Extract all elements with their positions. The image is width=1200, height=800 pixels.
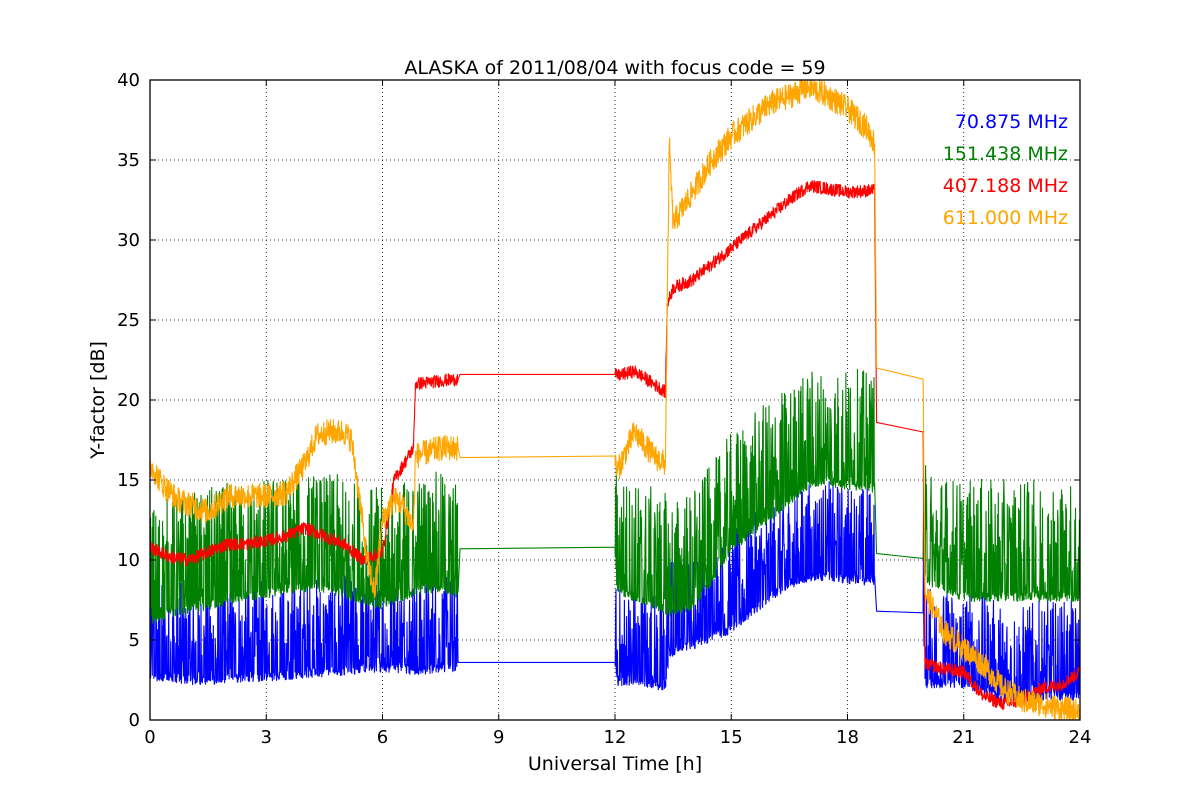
series-line — [149, 180, 1081, 711]
y-tick-label: 10 — [117, 550, 140, 571]
legend-entry: 70.875 MHz — [955, 111, 1068, 133]
x-axis-label: Universal Time [h] — [528, 753, 702, 775]
legend-entry: 151.438 MHz — [943, 143, 1068, 165]
y-tick-label: 30 — [117, 230, 140, 251]
legend: 70.875 MHz 151.438 MHz 407.188 MHz 611.000 … — [943, 111, 1068, 229]
series-line — [149, 79, 1081, 721]
x-tick-label: 12 — [604, 727, 627, 748]
legend-entry: 407.188 MHz — [943, 175, 1068, 197]
chart-title: ALASKA of 2011/08/04 with focus code = 5… — [404, 57, 825, 79]
axis-ticks: 0 3 6 9 12 15 18 21 24 0 5 10 15 20 25 30 35 40 — [117, 70, 1091, 748]
x-tick-label: 0 — [144, 727, 155, 748]
y-tick-label: 40 — [117, 70, 140, 91]
x-tick-label: 9 — [493, 727, 504, 748]
x-tick-label: 21 — [952, 727, 975, 748]
x-tick-label: 3 — [261, 727, 272, 748]
y-tick-label: 25 — [117, 310, 140, 331]
x-tick-label: 18 — [836, 727, 859, 748]
y-tick-label: 35 — [117, 150, 140, 171]
y-axis-label: Y-factor [dB] — [87, 341, 109, 460]
legend-entry: 611.000 MHz — [943, 207, 1068, 229]
y-tick-label: 20 — [117, 390, 140, 411]
series-line — [149, 480, 1081, 706]
series-line — [149, 368, 1081, 624]
x-tick-label: 6 — [377, 727, 388, 748]
y-tick-label: 0 — [129, 710, 140, 731]
y-tick-label: 15 — [117, 470, 140, 491]
x-tick-label: 24 — [1069, 727, 1092, 748]
x-tick-label: 15 — [720, 727, 743, 748]
plot-area — [149, 79, 1081, 721]
y-tick-label: 5 — [129, 630, 140, 651]
